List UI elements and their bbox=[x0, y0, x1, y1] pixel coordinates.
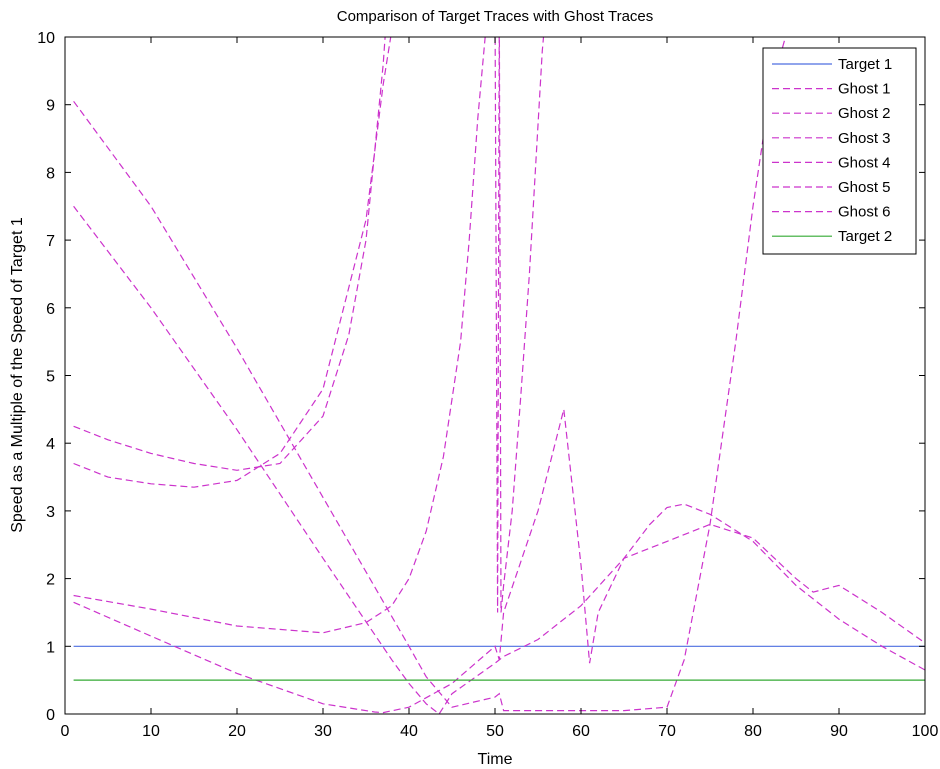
x-tick-label: 90 bbox=[830, 723, 848, 740]
y-tick-label: 10 bbox=[37, 30, 55, 47]
y-axis-label: Speed as a Multiple of the Speed of Targ… bbox=[9, 217, 26, 533]
y-tick-label: 1 bbox=[46, 639, 55, 656]
chart-title: Comparison of Target Traces with Ghost T… bbox=[337, 8, 654, 25]
x-tick-label: 100 bbox=[912, 723, 939, 740]
x-tick-label: 30 bbox=[314, 723, 332, 740]
y-tick-label: 8 bbox=[46, 165, 55, 182]
y-tick-label: 0 bbox=[46, 707, 55, 724]
legend-entry: Ghost 5 bbox=[838, 179, 891, 196]
y-tick-label: 2 bbox=[46, 572, 55, 589]
series-line-ghost-6 bbox=[73, 205, 925, 714]
x-tick-label: 70 bbox=[658, 723, 676, 740]
x-tick-label: 0 bbox=[61, 723, 70, 740]
legend-entry: Ghost 1 bbox=[838, 81, 891, 98]
x-tick-label: 10 bbox=[142, 723, 160, 740]
y-tick-label: 6 bbox=[46, 301, 55, 318]
legend-entry: Target 1 bbox=[838, 56, 892, 73]
legend-entry: Ghost 2 bbox=[838, 105, 891, 122]
x-tick-label: 50 bbox=[486, 723, 504, 740]
legend-box bbox=[762, 47, 917, 255]
y-tick-label: 5 bbox=[46, 369, 55, 386]
y-tick-label: 4 bbox=[46, 436, 55, 453]
series-layer bbox=[73, 37, 925, 714]
legend-entry: Ghost 3 bbox=[838, 130, 891, 147]
x-tick-label: 20 bbox=[228, 723, 246, 740]
x-tick-label: 40 bbox=[400, 723, 418, 740]
tick-layer: 0 10 20 30 40 50 60 70 80 90 100 0 1 2 3 4 5 6 7 8 9 10 bbox=[37, 30, 938, 740]
y-tick-label: 7 bbox=[46, 233, 55, 250]
series-line-ghost-3 bbox=[73, 37, 545, 634]
legend-entry: Target 2 bbox=[838, 228, 892, 245]
series-line-ghost-2 bbox=[73, 37, 392, 488]
legend: Target 1 Ghost 1 Ghost 2 Ghost 3 Ghost 4 Ghos… bbox=[762, 47, 917, 255]
y-tick-label: 3 bbox=[46, 504, 55, 521]
legend-entry: Ghost 4 bbox=[838, 154, 891, 171]
y-tick-label: 9 bbox=[46, 98, 55, 115]
series-line-ghost-5 bbox=[73, 37, 787, 712]
series-line-ghost-4 bbox=[73, 409, 925, 714]
legend-entry: Ghost 6 bbox=[838, 204, 891, 221]
x-tick-label: 60 bbox=[572, 723, 590, 740]
x-tick-label: 80 bbox=[744, 723, 762, 740]
x-axis-label: Time bbox=[478, 751, 513, 768]
